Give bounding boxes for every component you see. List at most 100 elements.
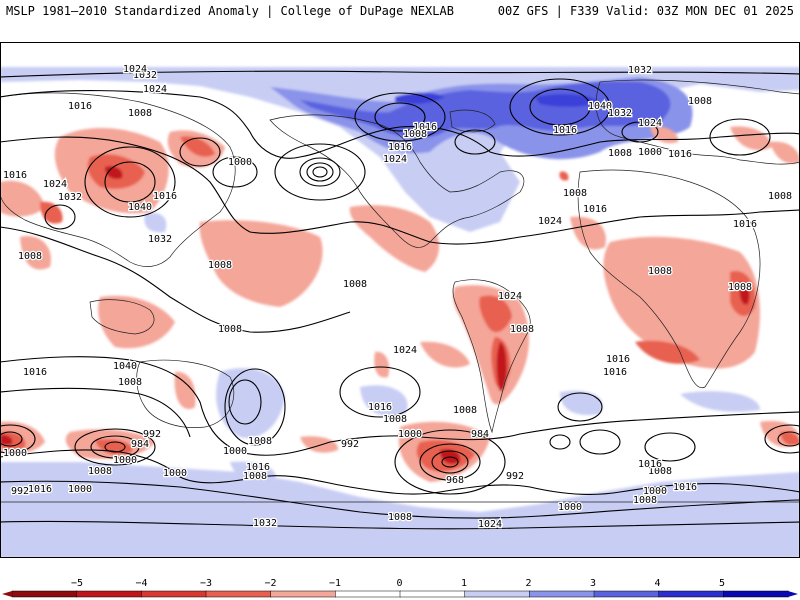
- isobar-label: 1008: [248, 436, 272, 447]
- isobar-label: 1008: [688, 96, 712, 107]
- isobar-label: 984: [131, 439, 149, 450]
- colorbar-tick-label: −2: [264, 578, 276, 589]
- colorbar-segment: [141, 590, 207, 598]
- isobar-label: 1000: [163, 468, 187, 479]
- isobar-label: 1016: [673, 482, 697, 493]
- colorbar-segment: [723, 590, 789, 598]
- colorbar-tick-label: −4: [135, 578, 147, 589]
- anomaly-colorbar: −5 −4 −3 −2 −1 0 1 2 3 4 5: [2, 578, 798, 598]
- isobar-label: 1024: [498, 291, 522, 302]
- isobar-label: 992: [341, 439, 359, 450]
- isobar-label: 1016: [246, 462, 270, 473]
- isobar-label: 1008: [118, 377, 142, 388]
- isobar-label: 1000: [223, 446, 247, 457]
- isobar-label: 1000: [68, 484, 92, 495]
- isobar-label: 1016: [153, 191, 177, 202]
- isobar-label: 1016: [68, 101, 92, 112]
- isobar-label: 1000: [638, 147, 662, 158]
- colorbar-tick-label: −3: [200, 578, 212, 589]
- colorbar-max-arrow: [788, 591, 798, 597]
- isobar-labels: 1032102410161008100010161024103210401032…: [2, 63, 794, 532]
- isobar-label: 1024: [478, 519, 502, 530]
- colorbar-segment: [205, 590, 272, 598]
- isobar-label: 1016: [3, 170, 27, 181]
- isobar-label: 1024: [383, 154, 407, 165]
- colorbar-segment: [270, 590, 337, 598]
- colorbar-min-arrow: [2, 591, 12, 597]
- isobar-label: 1008: [453, 405, 477, 416]
- isobar-label: 1008: [218, 324, 242, 335]
- isobar-label: 1008: [18, 251, 42, 262]
- colorbar-segment: [76, 590, 143, 598]
- colorbar-tick-label: −1: [329, 578, 341, 589]
- isobar-label: 1016: [553, 125, 577, 136]
- isobar-label: 992: [506, 471, 524, 482]
- isobar-label: 1008: [243, 471, 267, 482]
- isobar-label: 1000: [228, 157, 252, 168]
- isobar-label: 1024: [143, 84, 167, 95]
- model-run-info: 00Z GFS | F339 Valid: 03Z MON DEC 01 202…: [497, 4, 794, 18]
- isobar-label: 1008: [510, 324, 534, 335]
- isobar-label: 1008: [383, 414, 407, 425]
- isobar-label: 1032: [133, 70, 157, 81]
- isobar-label: 1040: [128, 202, 152, 213]
- isobar-label: 1000: [3, 448, 27, 459]
- colorbar-segment: [593, 590, 660, 598]
- isobar-label: 1008: [648, 266, 672, 277]
- isobar-label: 1024: [393, 345, 417, 356]
- coastlines: [1, 79, 799, 503]
- colorbar-tick-label: 0: [396, 578, 402, 589]
- colorbar-ticks: −5 −4 −3 −2 −1 0 1 2 3 4 5: [71, 578, 725, 589]
- colorbar-tick-label: 4: [654, 578, 660, 589]
- isobar-label: 1024: [638, 118, 662, 129]
- isobar-label: 1024: [538, 216, 562, 227]
- isobar-label: 1008: [128, 108, 152, 119]
- map-panel: 1032 1024 1016 1008 1000 1016 1024 1032 1040 1032…: [0, 42, 800, 558]
- isobar-label: 1032: [253, 518, 277, 529]
- isobar-label: 1008: [388, 512, 412, 523]
- isobar-label: 992: [143, 429, 161, 440]
- colorbar-segment: [335, 590, 401, 598]
- colorbar-tick-label: 1: [461, 578, 467, 589]
- colorbar-tick-label: −5: [71, 578, 83, 589]
- colorbar-tick-label: 5: [719, 578, 725, 589]
- isobar-label: 1016: [638, 459, 662, 470]
- isobar-label: 1008: [403, 129, 427, 140]
- isobar-label: 1008: [768, 191, 792, 202]
- isobar-label: 984: [471, 429, 489, 440]
- isobar-label: 1008: [208, 260, 232, 271]
- isobar-label: 1032: [628, 65, 652, 76]
- isobar-label: 1008: [648, 466, 672, 477]
- isobar-label: 1032: [608, 108, 632, 119]
- isobar-label: 1016: [733, 219, 757, 230]
- isobar-label: 968: [446, 475, 464, 486]
- colorbar-tick-label: 2: [525, 578, 531, 589]
- colorbar-segment: [464, 590, 531, 598]
- colorbar-segment: [658, 590, 725, 598]
- isobar-label: 1016: [583, 204, 607, 215]
- isobar-label: 1024: [123, 64, 147, 75]
- isobar-label: 1008: [563, 188, 587, 199]
- isobar-label: 1008: [343, 279, 367, 290]
- colorbar-segment: [529, 590, 595, 598]
- isobar-label: 1008: [633, 495, 657, 506]
- isobar-label: 1016: [388, 142, 412, 153]
- isobar-label: 1000: [643, 486, 667, 497]
- isobar-label: 1000: [558, 502, 582, 513]
- isobar-label: 1016: [413, 122, 437, 133]
- colorbar-tick-label: 3: [590, 578, 596, 589]
- isobar-label: 1032: [58, 192, 82, 203]
- isobar-label: 1032: [148, 234, 172, 245]
- colorbar-segments: [2, 590, 798, 598]
- isobar-label: 1008: [728, 282, 752, 293]
- isobar-label: 1024: [43, 179, 67, 190]
- isobar-label: 1040: [113, 361, 137, 372]
- isobar-label: 1016: [23, 367, 47, 378]
- colorbar-segment: [11, 590, 78, 598]
- isobar-label: 1040: [588, 101, 612, 112]
- anomaly-map: 1032102410161008100010161024103210401032…: [0, 42, 800, 558]
- colorbar-segment: [399, 590, 466, 598]
- isobar-label: 1016: [28, 484, 52, 495]
- isobar-label: 1008: [608, 148, 632, 159]
- isobar-label: 1016: [668, 149, 692, 160]
